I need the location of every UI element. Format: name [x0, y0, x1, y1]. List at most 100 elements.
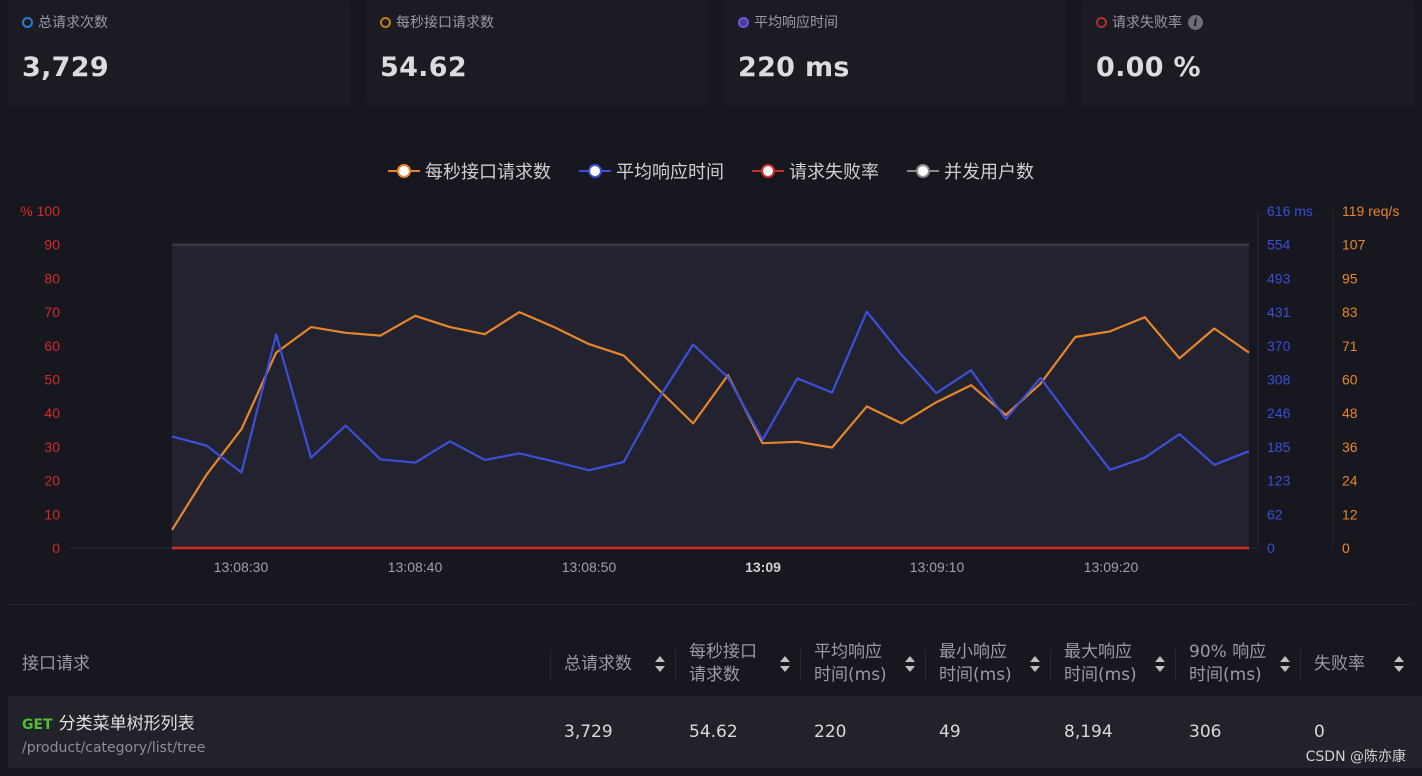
right-axis-req-tick: 48 [1342, 405, 1358, 421]
right-axis-req-tick: 60 [1342, 372, 1358, 388]
cell-min: 49 [939, 722, 961, 742]
sort-icon[interactable] [655, 656, 665, 674]
x-axis-tick: 13:09 [745, 559, 781, 575]
left-axis-tick: 90 [44, 237, 60, 253]
col-header-min[interactable]: 最小响应 时间(ms) [925, 632, 1050, 696]
chart-legend: 每秒接口请求数 平均响应时间 请求失败率 并发用户数 [0, 158, 1422, 184]
legend-line-icon [388, 163, 420, 179]
table-header: 接口请求 总请求数 每秒接口 请求数 平均响应 时间(ms) 最小响应 时间(ms) … [8, 632, 1422, 696]
right-axis-ms-tick: 370 [1267, 338, 1291, 354]
legend-item-users[interactable]: 并发用户数 [907, 158, 1034, 184]
sort-icon[interactable] [905, 656, 915, 674]
legend-item-rps[interactable]: 每秒接口请求数 [388, 158, 551, 184]
right-axis-ms-tick: 554 [1267, 237, 1291, 253]
stat-card-fail-rate: 请求失败率 i 0.00 % [1082, 0, 1414, 106]
x-axis-tick: 13:09:10 [910, 559, 965, 575]
watermark: CSDN @陈亦康 [1305, 749, 1406, 765]
legend-line-icon [907, 163, 939, 179]
stat-value: 0.00 % [1096, 52, 1201, 83]
cell-max: 8,194 [1064, 722, 1113, 742]
sort-icon[interactable] [780, 656, 790, 674]
stat-card-rps: 每秒接口请求数 54.62 [366, 0, 708, 106]
legend-line-icon [752, 163, 784, 179]
right-axis-ms-tick: 493 [1267, 270, 1291, 286]
sort-icon[interactable] [1280, 656, 1290, 674]
x-axis-tick: 13:08:40 [388, 559, 443, 575]
cell-rps: 54.62 [689, 722, 738, 742]
legend-label: 并发用户数 [944, 162, 1034, 183]
legend-label: 平均响应时间 [616, 162, 724, 183]
right-axis-req-tick: 95 [1342, 270, 1358, 286]
right-axis-req-tick: 12 [1342, 506, 1358, 522]
table-row[interactable]: GET 分类菜单树形列表 /product/category/list/tree … [8, 696, 1422, 768]
sort-icon[interactable] [1394, 656, 1404, 674]
stat-label: 每秒接口请求数 [396, 15, 494, 31]
sort-icon[interactable] [1155, 656, 1165, 674]
stat-value: 54.62 [380, 52, 467, 83]
method-badge: GET [22, 716, 53, 733]
right-axis-ms-tick: 62 [1267, 506, 1283, 522]
col-header-max[interactable]: 最大响应 时间(ms) [1050, 632, 1175, 696]
circle-dot-icon [1096, 16, 1107, 28]
cell-api: GET 分类菜单树形列表 /product/category/list/tree [8, 696, 550, 768]
x-axis-tick: 13:08:50 [562, 559, 617, 575]
cell-avg: 220 [814, 722, 847, 742]
left-axis-tick: 50 [44, 372, 60, 388]
stat-value: 3,729 [22, 52, 109, 83]
api-name: 分类菜单树形列表 [58, 713, 195, 734]
performance-chart[interactable]: % 100 90 80 70 60 50 40 30 20 10 0 616 ms 554 493 431 3… [0, 195, 1422, 585]
left-axis-tick: 0 [52, 540, 60, 556]
right-axis-ms-tick: 0 [1267, 540, 1275, 556]
info-icon[interactable]: i [1188, 14, 1203, 30]
right-axis-ms-tick: 431 [1267, 304, 1291, 320]
right-axis-ms-tick: 308 [1267, 372, 1291, 388]
circle-dot-icon [738, 16, 749, 28]
col-header-rps[interactable]: 每秒接口 请求数 [675, 632, 800, 696]
users-area [172, 244, 1249, 548]
circle-dot-icon [380, 16, 391, 28]
right-axis-req-tick: 107 [1342, 237, 1366, 253]
x-axis-tick: 13:08:30 [214, 559, 269, 575]
legend-item-avg-response[interactable]: 平均响应时间 [579, 158, 724, 184]
stat-label: 总请求次数 [38, 15, 108, 31]
legend-label: 每秒接口请求数 [425, 162, 551, 183]
circle-dot-icon [22, 16, 33, 28]
stat-label: 请求失败率 [1112, 15, 1182, 31]
right-axis-ms-tick: 185 [1267, 439, 1291, 455]
right-axis-ms-tick: 123 [1267, 473, 1291, 489]
cell-p90: 306 [1189, 722, 1222, 742]
cell-fail: 0 [1314, 722, 1325, 742]
avg-response-series-line [171, 310, 1250, 474]
left-axis-tick: 30 [44, 439, 60, 455]
sort-icon[interactable] [1030, 656, 1040, 674]
legend-label: 请求失败率 [789, 162, 879, 183]
legend-item-fail-rate[interactable]: 请求失败率 [752, 158, 879, 184]
cell-total: 3,729 [564, 722, 613, 742]
stat-card-total-requests: 总请求次数 3,729 [8, 0, 350, 106]
right-axis-req-tick: 119 req/s [1342, 203, 1399, 219]
left-axis-tick: % 100 [20, 203, 60, 219]
left-axis-tick: 40 [44, 405, 60, 421]
left-axis-tick: 60 [44, 338, 60, 354]
right-axis-req-tick: 36 [1342, 439, 1358, 455]
right-axis-ms-tick: 616 ms [1267, 203, 1313, 219]
right-axis-req-tick: 71 [1342, 338, 1358, 354]
right-axis-ms-tick: 246 [1267, 405, 1291, 421]
divider [8, 604, 1414, 605]
x-axis-tick: 13:09:20 [1084, 559, 1139, 575]
left-axis-tick: 70 [44, 304, 60, 320]
api-table: 接口请求 总请求数 每秒接口 请求数 平均响应 时间(ms) 最小响应 时间(ms) … [8, 632, 1422, 768]
col-header-total[interactable]: 总请求数 [550, 632, 675, 696]
right-axis-req-tick: 24 [1342, 473, 1358, 489]
right-axis-req-tick: 83 [1342, 304, 1358, 320]
api-path: /product/category/list/tree [22, 739, 206, 756]
col-header-avg[interactable]: 平均响应 时间(ms) [800, 632, 925, 696]
col-header-p90[interactable]: 90% 响应 时间(ms) [1175, 632, 1300, 696]
left-axis-tick: 20 [44, 473, 60, 489]
stat-card-avg-response: 平均响应时间 220 ms [724, 0, 1066, 106]
col-header-api: 接口请求 [22, 653, 90, 674]
left-axis-tick: 80 [44, 270, 60, 286]
col-header-fail[interactable]: 失败率 [1300, 632, 1414, 696]
stat-label: 平均响应时间 [754, 15, 838, 31]
left-axis-tick: 10 [44, 506, 60, 522]
